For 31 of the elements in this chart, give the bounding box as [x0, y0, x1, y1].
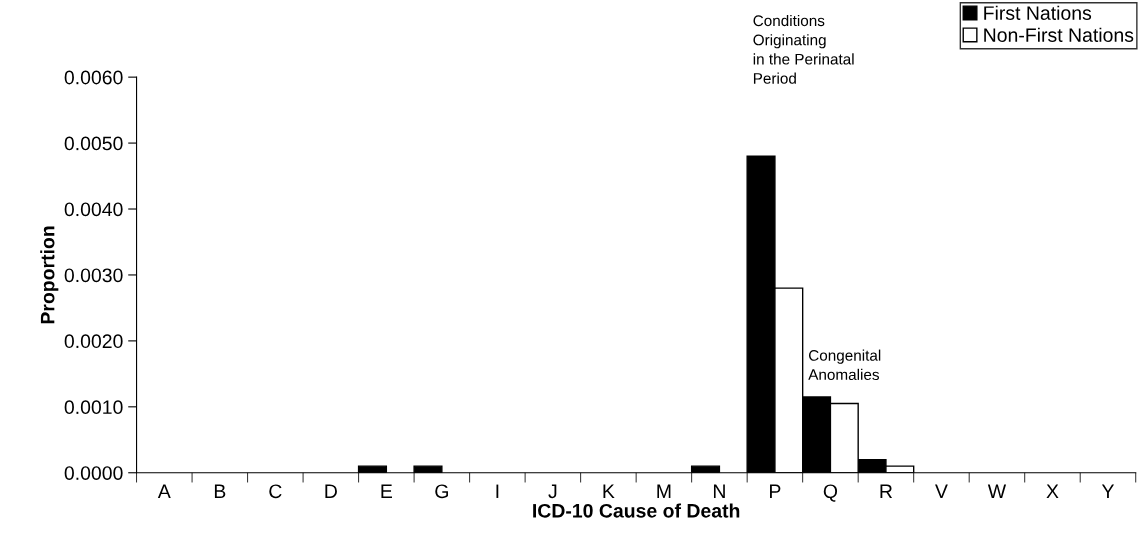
- x-axis-title: ICD-10 Cause of Death: [533, 503, 740, 518]
- annotation: Congenital Anomalies: [808, 349, 881, 381]
- y-tick-label: 0.0010: [64, 400, 123, 415]
- y-tick-label: 0.0020: [64, 334, 123, 349]
- y-tick-label: 0.0050: [64, 136, 123, 151]
- x-tick-label: C: [269, 484, 282, 499]
- x-tick-label: G: [435, 484, 448, 499]
- x-tick-label: E: [381, 484, 392, 498]
- legend-label: Non-First Nations: [984, 27, 1134, 42]
- x-tick-label: N: [713, 484, 725, 498]
- x-tick-label: X: [1046, 484, 1059, 498]
- x-tick-label: P: [770, 484, 781, 498]
- y-axis-title: Proportion: [40, 226, 59, 324]
- annotation: Conditions Originating in the Perinatal Period: [753, 14, 854, 84]
- x-tick-label: D: [325, 484, 337, 498]
- x-tick-label: Q: [823, 484, 838, 502]
- x-tick-label: B: [214, 484, 226, 498]
- legend-label: First Nations: [984, 5, 1092, 20]
- x-tick-label: A: [157, 484, 171, 498]
- x-tick-label: K: [603, 484, 615, 498]
- x-tick-label: M: [657, 484, 671, 498]
- x-tick-label: Y: [1101, 484, 1115, 498]
- x-tick-label: R: [880, 484, 893, 498]
- y-tick-label: 0.0030: [64, 268, 123, 283]
- x-tick-label: V: [935, 484, 948, 498]
- x-tick-label: W: [987, 484, 1007, 498]
- x-tick-label: I: [496, 484, 499, 498]
- y-tick-label: 0.0040: [64, 202, 123, 217]
- y-tick-label: 0.0060: [64, 70, 123, 85]
- y-tick-label: 0.0000: [64, 466, 123, 480]
- x-tick-label: J: [548, 484, 557, 499]
